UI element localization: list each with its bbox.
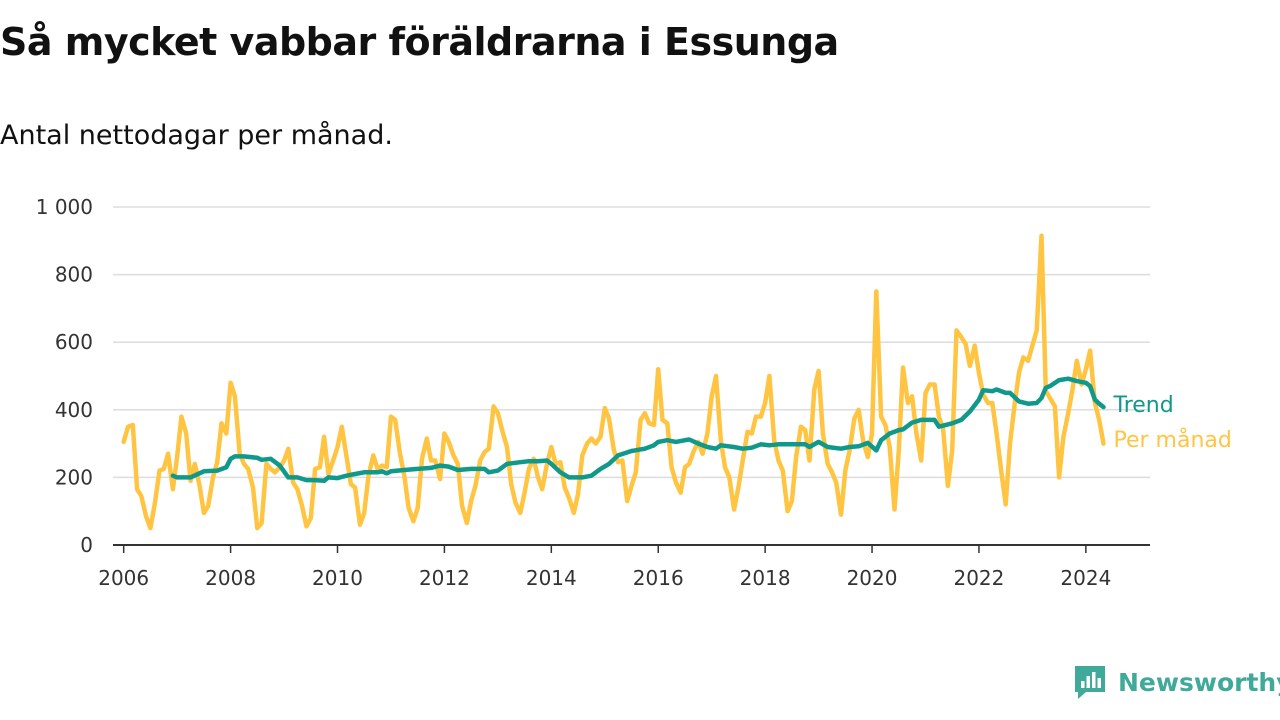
chart-subtitle: Antal nettodagar per månad. — [0, 120, 393, 151]
brand-logo: Newsworthy — [1072, 664, 1280, 700]
brand-name: Newsworthy — [1118, 667, 1280, 697]
series-lines — [121, 233, 1106, 531]
x-tick-label: 2010 — [312, 566, 363, 590]
y-tick-label: 400 — [55, 398, 93, 422]
series-labels: Per månad Trend — [1112, 393, 1231, 453]
x-tick-label: 2020 — [847, 566, 898, 590]
y-tick-label: 800 — [55, 263, 93, 287]
chart-title: Så mycket vabbar föräldrarna i Essunga — [0, 20, 839, 64]
y-tick-label: 600 — [55, 330, 93, 354]
x-tick-label: 2006 — [98, 566, 149, 590]
x-tick-label: 2012 — [419, 566, 470, 590]
series-line-monthly — [121, 233, 1106, 531]
x-tick-label: 2008 — [205, 566, 256, 590]
x-tick-label: 2018 — [740, 566, 791, 590]
series-label-monthly: Per månad — [1113, 427, 1231, 453]
x-tick-label: 2016 — [633, 566, 684, 590]
x-tick-label: 2014 — [526, 566, 577, 590]
newsworthy-logo-icon — [1075, 666, 1105, 699]
x-tick-label: 2024 — [1060, 566, 1111, 590]
x-tick-label: 2022 — [953, 566, 1004, 590]
axes: 0 200 400 600 800 1 000 2006 2008 2010 2012 2014 20… — [36, 195, 1150, 590]
y-tick-label: 0 — [80, 533, 93, 557]
y-tick-label: 200 — [55, 465, 93, 489]
series-label-trend: Trend — [1112, 393, 1173, 418]
series-line-trend — [170, 376, 1106, 484]
y-tick-label: 1 000 — [36, 195, 93, 219]
gridlines — [113, 206, 1150, 479]
